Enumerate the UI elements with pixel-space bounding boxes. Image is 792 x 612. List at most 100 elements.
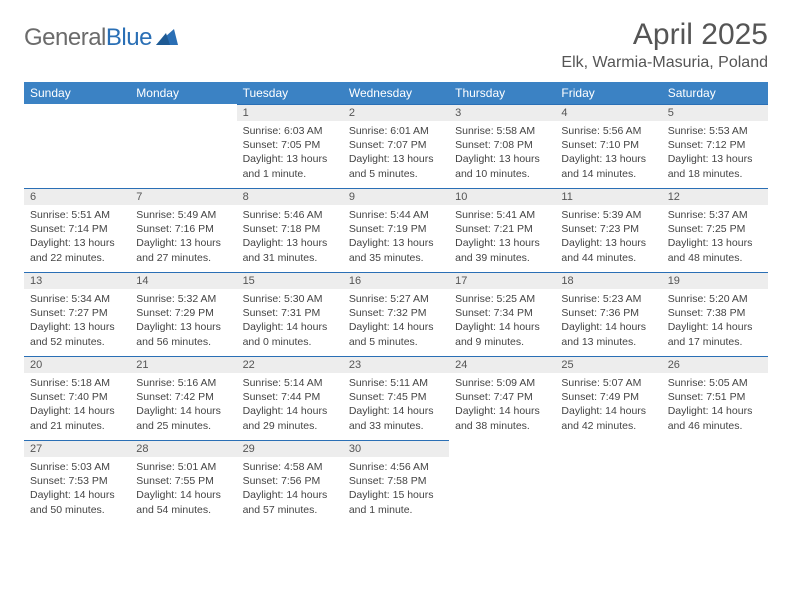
calendar-cell: 11Sunrise: 5:39 AMSunset: 7:23 PMDayligh… [555,188,661,272]
daylight-text: Daylight: 14 hours and 33 minutes. [349,404,443,432]
sunset-text: Sunset: 7:53 PM [30,474,124,488]
sunset-text: Sunset: 7:25 PM [668,222,762,236]
sunset-text: Sunset: 7:32 PM [349,306,443,320]
day-body: Sunrise: 4:56 AMSunset: 7:58 PMDaylight:… [343,457,449,517]
day-body: Sunrise: 5:23 AMSunset: 7:36 PMDaylight:… [555,289,661,349]
sunset-text: Sunset: 7:45 PM [349,390,443,404]
header: GeneralBlue April 2025 Elk, Warmia-Masur… [24,18,768,72]
sunrise-text: Sunrise: 5:25 AM [455,292,549,306]
day-number: 2 [343,104,449,121]
daylight-text: Daylight: 14 hours and 17 minutes. [668,320,762,348]
sunset-text: Sunset: 7:19 PM [349,222,443,236]
day-body: Sunrise: 6:03 AMSunset: 7:05 PMDaylight:… [237,121,343,181]
daylight-text: Daylight: 13 hours and 5 minutes. [349,152,443,180]
day-body: Sunrise: 5:53 AMSunset: 7:12 PMDaylight:… [662,121,768,181]
sunrise-text: Sunrise: 5:27 AM [349,292,443,306]
title-block: April 2025 Elk, Warmia-Masuria, Poland [561,18,768,72]
calendar-cell: 1Sunrise: 6:03 AMSunset: 7:05 PMDaylight… [237,104,343,188]
day-body: Sunrise: 5:44 AMSunset: 7:19 PMDaylight:… [343,205,449,265]
day-number: 30 [343,440,449,457]
logo-word-blue: Blue [106,24,152,51]
daylight-text: Daylight: 14 hours and 29 minutes. [243,404,337,432]
day-body: Sunrise: 5:34 AMSunset: 7:27 PMDaylight:… [24,289,130,349]
sunrise-text: Sunrise: 5:46 AM [243,208,337,222]
calendar-cell: 12Sunrise: 5:37 AMSunset: 7:25 PMDayligh… [662,188,768,272]
sunrise-text: Sunrise: 5:39 AM [561,208,655,222]
day-number: 15 [237,272,343,289]
sunrise-text: Sunrise: 5:01 AM [136,460,230,474]
day-number: 28 [130,440,236,457]
sunset-text: Sunset: 7:07 PM [349,138,443,152]
day-body: Sunrise: 5:20 AMSunset: 7:38 PMDaylight:… [662,289,768,349]
sunrise-text: Sunrise: 5:09 AM [455,376,549,390]
calendar-cell: 8Sunrise: 5:46 AMSunset: 7:18 PMDaylight… [237,188,343,272]
day-number: 17 [449,272,555,289]
day-number: 26 [662,356,768,373]
calendar-cell: 30Sunrise: 4:56 AMSunset: 7:58 PMDayligh… [343,440,449,524]
logo: GeneralBlue [24,18,178,52]
sunrise-text: Sunrise: 5:14 AM [243,376,337,390]
calendar-week-row: 27Sunrise: 5:03 AMSunset: 7:53 PMDayligh… [24,440,768,524]
sunrise-text: Sunrise: 5:23 AM [561,292,655,306]
sunrise-text: Sunrise: 5:58 AM [455,124,549,138]
sunrise-text: Sunrise: 5:07 AM [561,376,655,390]
sunset-text: Sunset: 7:31 PM [243,306,337,320]
daylight-text: Daylight: 13 hours and 31 minutes. [243,236,337,264]
day-number: 19 [662,272,768,289]
day-number: 29 [237,440,343,457]
sunrise-text: Sunrise: 5:32 AM [136,292,230,306]
sunrise-text: Sunrise: 5:18 AM [30,376,124,390]
day-body: Sunrise: 5:41 AMSunset: 7:21 PMDaylight:… [449,205,555,265]
calendar-cell: 28Sunrise: 5:01 AMSunset: 7:55 PMDayligh… [130,440,236,524]
day-body: Sunrise: 6:01 AMSunset: 7:07 PMDaylight:… [343,121,449,181]
daylight-text: Daylight: 14 hours and 50 minutes. [30,488,124,516]
calendar-cell: 22Sunrise: 5:14 AMSunset: 7:44 PMDayligh… [237,356,343,440]
daylight-text: Daylight: 14 hours and 13 minutes. [561,320,655,348]
sunset-text: Sunset: 7:10 PM [561,138,655,152]
sunset-text: Sunset: 7:27 PM [30,306,124,320]
daylight-text: Daylight: 13 hours and 22 minutes. [30,236,124,264]
sunset-text: Sunset: 7:49 PM [561,390,655,404]
sunset-text: Sunset: 7:36 PM [561,306,655,320]
calendar-cell: 23Sunrise: 5:11 AMSunset: 7:45 PMDayligh… [343,356,449,440]
sunrise-text: Sunrise: 5:44 AM [349,208,443,222]
day-number: 13 [24,272,130,289]
daylight-text: Daylight: 14 hours and 38 minutes. [455,404,549,432]
calendar-cell: 16Sunrise: 5:27 AMSunset: 7:32 PMDayligh… [343,272,449,356]
day-body: Sunrise: 5:18 AMSunset: 7:40 PMDaylight:… [24,373,130,433]
sunrise-text: Sunrise: 5:37 AM [668,208,762,222]
sunset-text: Sunset: 7:18 PM [243,222,337,236]
daylight-text: Daylight: 13 hours and 48 minutes. [668,236,762,264]
sunrise-text: Sunrise: 5:30 AM [243,292,337,306]
day-body: Sunrise: 5:25 AMSunset: 7:34 PMDaylight:… [449,289,555,349]
sunrise-text: Sunrise: 5:05 AM [668,376,762,390]
weekday-header: Monday [130,82,236,104]
sunrise-text: Sunrise: 5:56 AM [561,124,655,138]
daylight-text: Daylight: 15 hours and 1 minute. [349,488,443,516]
day-number: 20 [24,356,130,373]
sunrise-text: Sunrise: 4:58 AM [243,460,337,474]
sunset-text: Sunset: 7:29 PM [136,306,230,320]
sunset-text: Sunset: 7:34 PM [455,306,549,320]
calendar-body: 1Sunrise: 6:03 AMSunset: 7:05 PMDaylight… [24,104,768,524]
daylight-text: Daylight: 13 hours and 10 minutes. [455,152,549,180]
calendar-week-row: 6Sunrise: 5:51 AMSunset: 7:14 PMDaylight… [24,188,768,272]
daylight-text: Daylight: 14 hours and 42 minutes. [561,404,655,432]
sunrise-text: Sunrise: 5:11 AM [349,376,443,390]
sunset-text: Sunset: 7:56 PM [243,474,337,488]
calendar-table: Sunday Monday Tuesday Wednesday Thursday… [24,82,768,524]
sunset-text: Sunset: 7:55 PM [136,474,230,488]
day-body: Sunrise: 5:11 AMSunset: 7:45 PMDaylight:… [343,373,449,433]
calendar-cell: 9Sunrise: 5:44 AMSunset: 7:19 PMDaylight… [343,188,449,272]
weekday-header: Thursday [449,82,555,104]
daylight-text: Daylight: 13 hours and 18 minutes. [668,152,762,180]
sunset-text: Sunset: 7:40 PM [30,390,124,404]
day-body: Sunrise: 5:09 AMSunset: 7:47 PMDaylight:… [449,373,555,433]
calendar-cell: 2Sunrise: 6:01 AMSunset: 7:07 PMDaylight… [343,104,449,188]
logo-text: GeneralBlue [24,24,152,52]
day-body: Sunrise: 5:58 AMSunset: 7:08 PMDaylight:… [449,121,555,181]
calendar-cell [555,440,661,524]
daylight-text: Daylight: 13 hours and 35 minutes. [349,236,443,264]
daylight-text: Daylight: 14 hours and 25 minutes. [136,404,230,432]
day-body: Sunrise: 4:58 AMSunset: 7:56 PMDaylight:… [237,457,343,517]
